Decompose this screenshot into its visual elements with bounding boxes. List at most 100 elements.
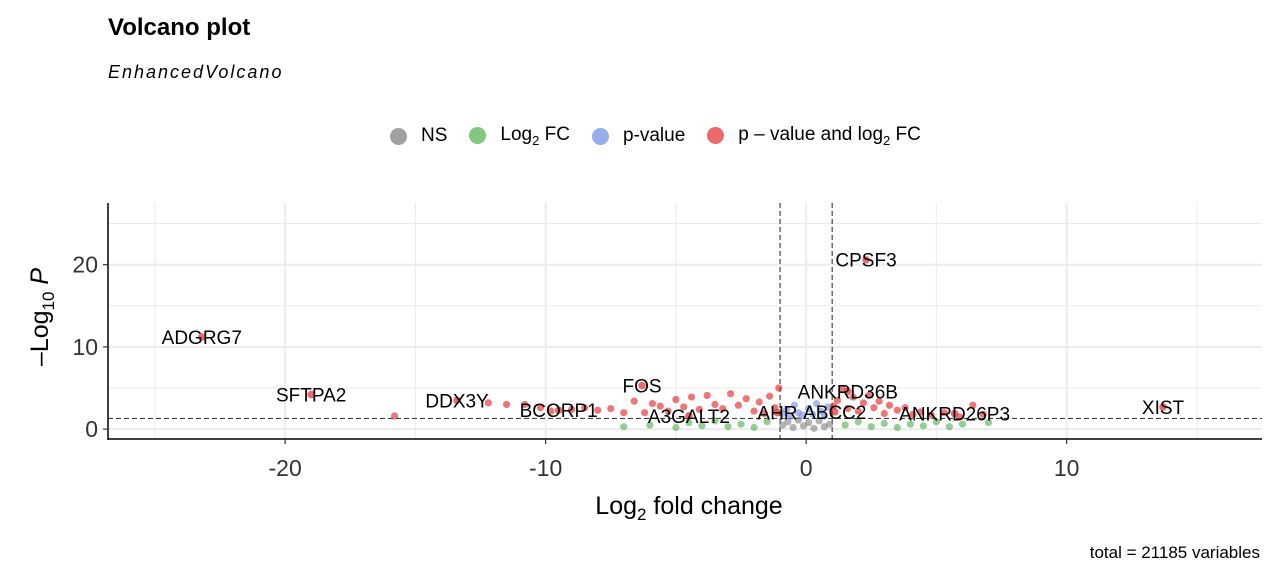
grey-point [810, 424, 818, 432]
grey-point [779, 421, 787, 429]
legend-dot-pvalue [591, 127, 609, 145]
legend-dot-log2fc [469, 127, 487, 145]
green-point [737, 420, 745, 428]
labeled-point [197, 333, 206, 341]
red-point [969, 401, 977, 409]
legend: NS Log2 FC p-value p – value and log2 FC [390, 122, 943, 150]
axes: -20 -10 0 10 0 10 20 [72, 203, 1262, 481]
red-point [734, 401, 743, 409]
red-point [521, 400, 529, 409]
green-point [945, 423, 954, 431]
red-point [893, 406, 901, 414]
red-point [594, 406, 602, 414]
blue-point [809, 410, 817, 418]
red-point [849, 393, 857, 401]
blue-point [786, 412, 795, 420]
data-points [197, 255, 1167, 432]
y-tick-label: 0 [85, 416, 98, 442]
blue-point [782, 405, 791, 413]
red-point [909, 410, 917, 418]
chart-title: Volcano plot [108, 14, 251, 41]
grey-point [799, 422, 808, 430]
red-point [672, 395, 680, 404]
green-point [672, 423, 680, 432]
x-tick-label: -10 [529, 455, 562, 481]
legend-dot-ns [390, 127, 407, 145]
red-point [620, 409, 628, 417]
red-point [927, 411, 935, 419]
green-point [698, 422, 706, 430]
red-point [901, 404, 909, 412]
legend-label-pvalue-and-log2fc: p – value and log2 FC [738, 124, 921, 148]
gene-label: ANKRD36B [798, 382, 898, 403]
green-point [854, 418, 862, 426]
green-point [750, 423, 758, 432]
gene-label: DDX3Y [425, 391, 489, 412]
red-point [979, 410, 987, 418]
red-point [581, 404, 589, 412]
green-point [724, 423, 732, 431]
labeled-point [554, 406, 563, 415]
red-point [536, 404, 545, 412]
x-tick-label: -20 [269, 455, 302, 481]
red-point [865, 391, 873, 400]
legend-label-pvalue: p-value [622, 125, 686, 146]
green-point [763, 418, 771, 426]
cutoff-lines [108, 203, 1262, 439]
gene-label: A3GALT2 [648, 407, 730, 428]
blue-point [790, 401, 799, 409]
red-point [829, 402, 838, 410]
labeled-point [685, 412, 693, 420]
red-point [680, 403, 688, 411]
green-point [932, 418, 940, 426]
blue-point [816, 407, 825, 415]
x-tick-label: 10 [1054, 455, 1080, 481]
red-point [854, 407, 862, 415]
green-point [867, 423, 875, 431]
legend-item-log2fc: Log2 FC [469, 124, 570, 148]
red-point [755, 398, 763, 406]
red-point [547, 407, 555, 415]
x-tick-label: 0 [800, 455, 813, 481]
green-point [646, 421, 654, 429]
gene-label: XIST [1142, 398, 1185, 419]
legend-item-pvalue-and-log2fc: p – value and log2 FC [707, 124, 921, 148]
labeled-point [453, 396, 461, 405]
labeled-point [773, 408, 782, 417]
y-tick-label: 20 [72, 252, 98, 278]
chart-subtitle: EnhancedVolcano [108, 62, 284, 82]
gene-label: ABCC2 [803, 403, 866, 424]
red-point [568, 405, 576, 413]
red-point [484, 399, 492, 407]
legend-label-log2fc: Log2 FC [500, 124, 570, 148]
red-point [630, 397, 638, 405]
green-point [893, 423, 901, 432]
blue-point [805, 404, 813, 413]
gene-label: ADGRG7 [162, 328, 242, 349]
blue-point [798, 411, 806, 419]
red-point [885, 401, 894, 409]
red-point [875, 397, 883, 405]
caption: total = 21185 variables [1089, 543, 1260, 562]
gene-labels: CPSF3 ADGRG7 XIST SFTPA2 DDX3Y FOS ANKRD36B BCO… [162, 251, 1185, 428]
grey-point [789, 423, 797, 432]
grey-point [805, 418, 813, 427]
blue-point [820, 412, 828, 420]
green-point [880, 419, 888, 427]
red-point [656, 402, 664, 410]
green-point [711, 417, 719, 425]
red-point [711, 400, 719, 409]
legend-dot-pvalue-and-log2fc [707, 127, 725, 145]
gene-label: BCORP1 [520, 401, 598, 422]
red-point [917, 408, 925, 416]
red-point [687, 393, 696, 401]
red-point [833, 396, 841, 404]
labeled-point [307, 390, 315, 399]
green-point [620, 423, 628, 431]
green-point [841, 421, 849, 429]
green-point [906, 420, 914, 428]
red-point [742, 395, 750, 403]
grey-point [825, 420, 834, 428]
labeled-point [862, 255, 870, 264]
